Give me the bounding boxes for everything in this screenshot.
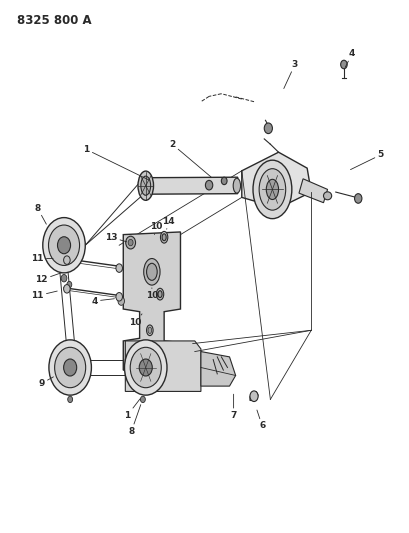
Text: 8: 8 <box>128 405 140 436</box>
Ellipse shape <box>233 178 240 193</box>
Circle shape <box>264 123 272 134</box>
Polygon shape <box>298 179 327 203</box>
Ellipse shape <box>144 259 160 285</box>
Circle shape <box>57 237 70 254</box>
Text: 10: 10 <box>149 222 162 235</box>
Circle shape <box>43 217 85 273</box>
Circle shape <box>340 60 346 69</box>
Polygon shape <box>123 232 192 370</box>
Text: 8325 800 A: 8325 800 A <box>17 14 92 27</box>
Ellipse shape <box>162 234 166 241</box>
Text: 4: 4 <box>344 50 355 67</box>
Circle shape <box>54 348 85 387</box>
Circle shape <box>63 359 76 376</box>
Circle shape <box>67 281 72 288</box>
Text: 6: 6 <box>256 410 265 431</box>
Polygon shape <box>125 341 200 391</box>
Ellipse shape <box>146 263 157 280</box>
Text: 2: 2 <box>169 140 211 177</box>
Polygon shape <box>249 391 258 400</box>
Ellipse shape <box>138 171 153 200</box>
Ellipse shape <box>148 327 151 334</box>
Circle shape <box>124 340 166 395</box>
Circle shape <box>48 225 79 265</box>
Circle shape <box>61 274 67 282</box>
Text: 14: 14 <box>162 217 174 229</box>
Ellipse shape <box>258 168 285 210</box>
Text: 9: 9 <box>38 377 53 388</box>
Text: 11: 11 <box>31 291 57 300</box>
Text: 7: 7 <box>230 394 236 420</box>
Circle shape <box>49 340 91 395</box>
Ellipse shape <box>141 176 150 195</box>
Ellipse shape <box>156 288 163 300</box>
Ellipse shape <box>146 325 153 336</box>
Ellipse shape <box>265 179 278 199</box>
Circle shape <box>67 396 72 402</box>
Circle shape <box>63 256 70 264</box>
Ellipse shape <box>160 231 167 243</box>
Text: 1: 1 <box>124 399 139 420</box>
Circle shape <box>63 285 70 293</box>
Circle shape <box>126 236 135 249</box>
Text: 10: 10 <box>145 288 158 300</box>
Text: 12: 12 <box>35 273 61 284</box>
Circle shape <box>139 359 152 376</box>
Circle shape <box>354 193 361 203</box>
Text: 5: 5 <box>350 150 383 169</box>
Text: 8: 8 <box>34 204 46 224</box>
Circle shape <box>221 177 227 184</box>
Text: 13: 13 <box>105 233 126 242</box>
Text: 11: 11 <box>31 254 53 263</box>
Polygon shape <box>241 152 310 208</box>
Polygon shape <box>144 177 237 194</box>
Ellipse shape <box>157 290 162 297</box>
Ellipse shape <box>252 160 291 219</box>
Circle shape <box>205 180 212 190</box>
Text: 1: 1 <box>83 145 149 180</box>
Text: 4: 4 <box>91 296 114 305</box>
Circle shape <box>130 348 161 387</box>
Circle shape <box>118 297 124 305</box>
Polygon shape <box>200 352 235 386</box>
Circle shape <box>116 293 122 301</box>
Text: 3: 3 <box>283 60 297 88</box>
Text: 10: 10 <box>129 314 142 327</box>
Circle shape <box>116 264 122 272</box>
Ellipse shape <box>323 192 331 200</box>
Circle shape <box>249 391 258 401</box>
Circle shape <box>140 396 145 402</box>
Circle shape <box>128 239 133 246</box>
